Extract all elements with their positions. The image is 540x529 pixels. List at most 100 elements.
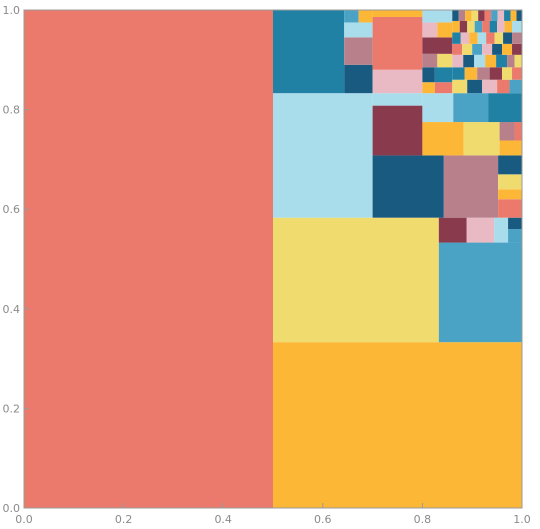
- treemap-cell: [438, 242, 522, 343]
- treemap-cell: [472, 43, 483, 55]
- treemap-cell: [494, 32, 504, 44]
- treemap-cell: [499, 122, 515, 141]
- treemap-cell: [484, 10, 492, 21]
- treemap-cell: [504, 20, 513, 33]
- treemap-cell: [462, 43, 473, 55]
- treemap-cell: [443, 155, 499, 218]
- treemap-cell: [485, 54, 497, 68]
- y-axis: 0.0 0.2 0.4 0.6 0.8 1.0: [3, 4, 29, 515]
- plot-rects: [24, 10, 522, 508]
- x-tick-label: 0.0: [15, 513, 33, 526]
- treemap-cell: [492, 43, 503, 55]
- treemap-cell: [508, 217, 522, 230]
- treemap-cell: [460, 32, 470, 44]
- treemap-cell: [512, 20, 522, 33]
- treemap-cell: [452, 20, 460, 33]
- treemap-cell: [491, 10, 498, 21]
- treemap-cell: [498, 155, 522, 175]
- treemap-cell: [458, 10, 466, 21]
- treemap-cell: [496, 54, 508, 68]
- y-tick-label: 0.4: [3, 303, 21, 316]
- treemap-cell: [422, 122, 464, 156]
- treemap-cell: [463, 122, 500, 156]
- treemap-cell: [494, 217, 509, 243]
- treemap-cell: [514, 54, 522, 68]
- treemap-cell: [466, 217, 495, 243]
- treemap-cell: [512, 32, 522, 44]
- treemap-cell: [474, 54, 486, 68]
- treemap-cell: [437, 22, 453, 38]
- plot-frame: [23, 9, 523, 509]
- treemap-cell: [516, 10, 522, 21]
- treemap-cell: [482, 20, 490, 33]
- x-tick-label: 0.4: [214, 513, 232, 526]
- treemap-cell: [503, 32, 513, 44]
- treemap-cell: [273, 10, 345, 94]
- treemap-cell: [474, 20, 483, 33]
- treemap-cell: [512, 67, 522, 80]
- treemap-cell: [471, 10, 479, 21]
- treemap-cell: [358, 10, 373, 23]
- treemap-cell: [422, 10, 453, 23]
- treemap-cell: [497, 79, 510, 94]
- x-tick-label: 0.8: [414, 513, 432, 526]
- treemap-cell: [508, 229, 522, 243]
- treemap-cell: [499, 140, 522, 156]
- treemap-cell: [498, 189, 522, 200]
- treemap-cell: [464, 67, 478, 80]
- treemap-cell: [467, 79, 483, 94]
- y-tick-label: 0.2: [3, 402, 21, 415]
- x-tick-label: 0.2: [115, 513, 133, 526]
- y-tick-label: 0.6: [3, 203, 21, 216]
- treemap-cell: [452, 32, 461, 44]
- treemap-cell: [344, 22, 373, 38]
- treemap-cell: [497, 20, 505, 33]
- treemap-cell: [422, 82, 435, 94]
- treemap-cell: [489, 20, 498, 33]
- treemap-cell: [482, 43, 493, 55]
- treemap-cell: [452, 54, 464, 68]
- treemap-cell: [372, 105, 423, 156]
- treemap-cell: [434, 82, 453, 94]
- treemap-cell: [514, 122, 522, 141]
- treemap-cell: [498, 199, 522, 218]
- treemap-cell: [372, 93, 423, 106]
- treemap-cell: [478, 10, 485, 21]
- treemap-cell: [372, 10, 423, 17]
- treemap-cell: [512, 43, 522, 55]
- treemap-cell: [422, 53, 438, 68]
- treemap-cell: [372, 155, 444, 218]
- treemap-cell: [422, 67, 435, 83]
- treemap-cell: [372, 16, 423, 70]
- treemap-cell: [24, 10, 273, 508]
- treemap-cell: [344, 64, 373, 94]
- y-tick-label: 0.8: [3, 104, 21, 117]
- treemap-cell: [510, 10, 517, 21]
- treemap-cell: [497, 10, 505, 21]
- treemap-cell: [453, 93, 489, 123]
- treemap-cell: [452, 43, 463, 55]
- treemap-cell: [344, 37, 373, 65]
- treemap-cell: [434, 67, 453, 83]
- treemap-cell: [502, 43, 513, 55]
- x-tick-label: 0.6: [314, 513, 332, 526]
- treemap-cell: [467, 20, 475, 33]
- treemap-cell: [452, 67, 465, 80]
- treemap-cell: [273, 93, 373, 218]
- treemap-cell: [438, 217, 467, 243]
- treemap-cell: [437, 53, 453, 68]
- treemap-cell: [344, 10, 359, 23]
- treemap-cell: [498, 174, 522, 190]
- treemap-cell: [372, 69, 423, 94]
- treemap-cell: [486, 32, 495, 44]
- treemap-cell: [452, 10, 459, 21]
- treemap-cell: [504, 10, 511, 21]
- treemap-cell: [422, 93, 454, 123]
- treemap-cell: [482, 79, 498, 94]
- x-axis: 0.0 0.2 0.4 0.6 0.8 1.0: [15, 503, 531, 526]
- treemap-cell: [507, 54, 515, 68]
- treemap-cell: [489, 67, 503, 80]
- treemap-cell: [273, 342, 522, 508]
